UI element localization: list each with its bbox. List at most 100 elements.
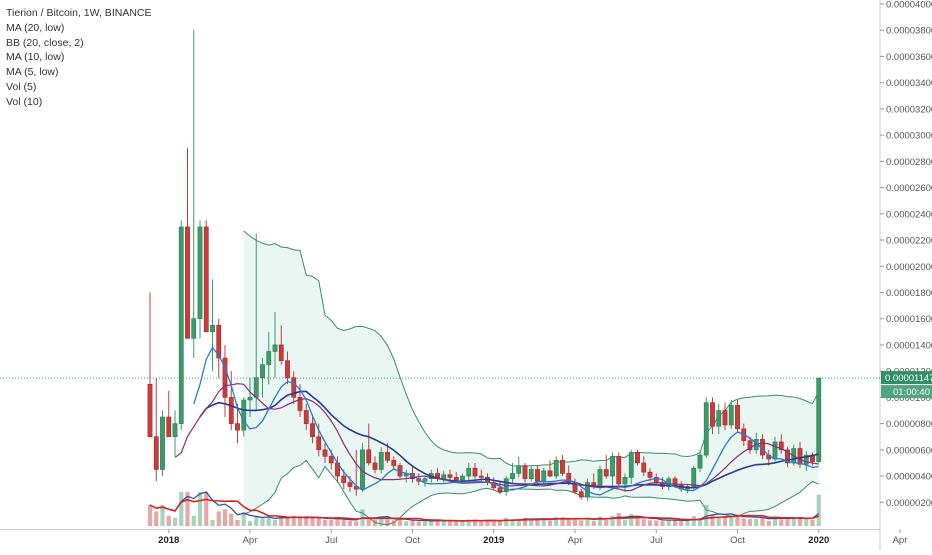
candle-body-up [528, 469, 534, 479]
volume-bar [541, 518, 546, 526]
volume-bar [254, 515, 259, 526]
candle [722, 402, 728, 431]
volume-ma10-line [149, 498, 820, 522]
x-tick-label: Apr [568, 535, 583, 546]
y-tick-label: 0.00001000 [886, 393, 932, 404]
candle [372, 456, 378, 474]
volume-bar [754, 518, 759, 526]
candle [310, 417, 315, 444]
candle [522, 462, 528, 483]
candle-body-up [716, 410, 722, 427]
candle [441, 470, 447, 483]
candle [628, 449, 634, 484]
candle [278, 325, 284, 365]
candle [147, 292, 153, 438]
y-tick-label: 0.00004000 [886, 0, 932, 11]
candle-body-up [816, 377, 822, 462]
x-tick-label: 2019 [483, 535, 504, 546]
y-tick-label: 0.00000400 [886, 472, 932, 483]
legend-indicator-ma20[interactable]: MA (20, low) [6, 21, 65, 34]
candle [266, 331, 272, 385]
candle [616, 452, 622, 490]
candle-body-up [172, 423, 178, 438]
candle [716, 403, 722, 435]
volume-bar [260, 517, 265, 526]
volume-bar [760, 516, 765, 526]
volume-bar [691, 516, 696, 526]
y-tick-label: 0.00002400 [886, 209, 932, 220]
volume-bar [479, 521, 484, 526]
candle-body-down [778, 441, 784, 451]
candle [235, 403, 240, 444]
candle [510, 462, 515, 484]
candle [153, 377, 159, 482]
volume-bar [635, 518, 640, 526]
volume-bar [472, 519, 478, 526]
volume-bar [210, 519, 215, 526]
y-tick-label: 0.00000800 [886, 419, 932, 430]
volume-bar [697, 517, 703, 526]
volume-bar [372, 519, 378, 526]
volume-bar [191, 515, 196, 526]
volume-bar [579, 520, 584, 526]
y-tick-label: 0.00001800 [886, 288, 932, 299]
volume-bar [185, 492, 190, 526]
volume-bar [454, 521, 459, 526]
volume-bar [297, 517, 303, 526]
candle-body-down [153, 436, 159, 470]
candle [210, 279, 215, 372]
candle-body-up [622, 477, 628, 485]
volume-bar [241, 512, 246, 526]
candle [466, 462, 472, 482]
candle [560, 455, 565, 477]
candle [166, 390, 172, 438]
candle-body-down [228, 397, 234, 424]
candle [578, 489, 584, 500]
candle [728, 399, 734, 429]
legend-indicator-ma10[interactable]: MA (10, low) [6, 51, 65, 64]
candle-body-down [472, 467, 478, 477]
candle-body-up [691, 467, 697, 487]
candle-body-down [535, 469, 540, 482]
candle [303, 403, 309, 431]
candle-body-down [341, 475, 347, 483]
legend-symbol[interactable]: Tierion / Bitcoin, 1W, BINANCE [6, 7, 152, 19]
volume-bar [735, 514, 740, 526]
volume-bar [779, 519, 784, 526]
legend-indicator-vol10[interactable]: Vol (10) [6, 95, 43, 108]
candle-body-down [303, 410, 309, 424]
volume-bar [429, 520, 434, 526]
volume-bar [379, 516, 384, 526]
candle [422, 476, 428, 487]
candle [528, 465, 534, 482]
legend-indicator-bb[interactable]: BB (20, close, 2) [6, 36, 84, 49]
legend-indicator-ma5[interactable]: MA (5, low) [6, 66, 59, 79]
candle [641, 456, 647, 477]
candle [285, 351, 290, 385]
legend-indicator-vol5[interactable]: Vol (5) [6, 80, 37, 93]
candle-body-down [385, 452, 390, 461]
volume-bar [766, 520, 771, 526]
candle-body-up [541, 470, 547, 482]
candle-body-up [241, 399, 247, 431]
candle-body-up [160, 416, 165, 470]
volume-bar [422, 521, 428, 526]
candle-body-up [597, 469, 603, 487]
y-tick-label: 0.00000200 [886, 498, 932, 509]
y-tick-label: 0.00003600 [886, 52, 932, 63]
volume-bar [554, 516, 559, 526]
candle-body-up [703, 402, 709, 456]
volume-bar [597, 516, 603, 526]
candle [710, 397, 715, 435]
candle [216, 318, 222, 378]
volume-bar [216, 511, 221, 526]
y-tick-label: 0.00002800 [886, 157, 932, 168]
candle [322, 443, 328, 463]
last-price-tag-bg [881, 371, 932, 385]
candle-body-down [372, 462, 378, 470]
last-price-value: 0.00001147 [885, 373, 932, 384]
volume-bar [510, 520, 515, 526]
candle-body-down [166, 416, 172, 438]
